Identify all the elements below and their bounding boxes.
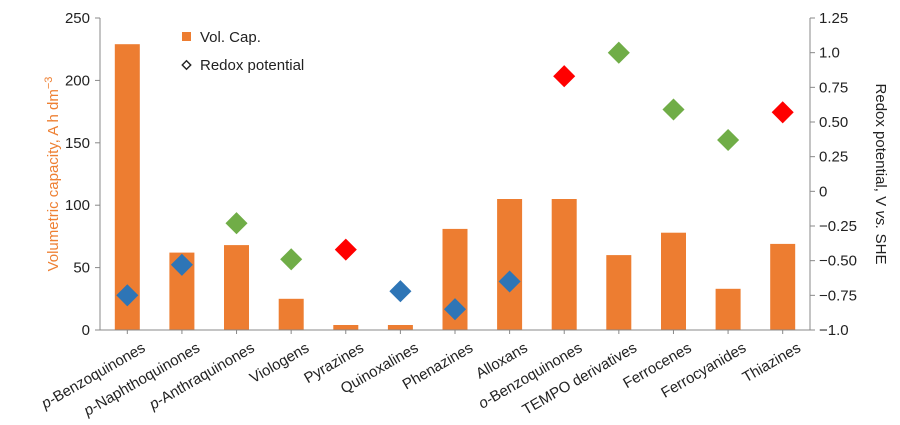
redox-marker-6 [389,280,412,303]
left-tick-label-5: 200 [65,72,90,89]
left-axis-ticks: 0 50 100 150 200 250 [65,10,100,339]
legend-bar-swatch [182,32,191,41]
left-tick-label-2: 50 [73,260,90,277]
bar-10 [606,255,632,330]
redox-marker-4 [280,248,303,271]
right-tick-label-3: −0.50 [819,253,857,270]
right-tick-label-4: −0.25 [819,218,857,235]
left-tick-label-6: 250 [65,10,90,27]
redox-marker-11 [662,98,685,121]
redox-marker-7 [443,298,467,321]
left-tick-label-3: 100 [65,197,90,214]
bar-12 [715,288,741,330]
bar-13 [770,243,796,330]
bar-8 [497,199,523,330]
y-axis-right-label: Redox potential, V vs. SHE [872,84,889,265]
right-tick-label-8: 0.75 [819,79,848,96]
bars-group [114,44,796,330]
category-labels: p-Benzoquinonesp-Naphthoquinonesp-Anthra… [38,330,804,420]
right-axis-ticks: −1.0 −0.75 −0.50 −0.25 0 0.25 0.50 0.75 1.0 1.25 [810,10,857,339]
redox-marker-13 [771,101,794,124]
redox-marker-1 [116,284,139,307]
right-tick-label-7: 0.50 [819,114,848,131]
left-tick-label-4: 150 [65,135,90,152]
redox-marker-10 [607,41,630,64]
category-label-13: Thiazines [740,340,804,387]
redox-marker-2 [170,253,193,276]
right-tick-label-5: 0 [819,183,827,200]
legend-marker-swatch [181,59,192,71]
markers-group [116,41,794,321]
legend-bar-label: Vol. Cap. [200,29,261,46]
bar-4 [278,298,304,330]
bar-3 [224,245,249,330]
bar-1 [114,44,140,330]
bar-9 [551,199,577,330]
right-tick-label-2: −0.75 [819,287,857,304]
legend: Vol. Cap. Redox potential [181,29,304,74]
redox-marker-3 [225,212,248,235]
right-tick-label-6: 0.25 [819,149,848,166]
redox-marker-5 [334,238,357,261]
bar-6 [387,325,413,330]
category-label-4: Viologens [247,340,312,388]
y-axis-left-label: Volumetric capacity, A h dm−3 [43,77,62,272]
right-tick-label-10: 1.25 [819,10,848,27]
bar-5 [333,325,359,330]
redox-marker-12 [717,128,740,152]
right-tick-label-1: −1.0 [819,322,849,339]
left-tick-label-1: 0 [82,322,90,339]
redox-marker-9 [553,65,576,88]
right-tick-label-9: 1.0 [819,45,840,62]
bar-11 [661,232,686,330]
legend-marker-label: Redox potential [200,57,304,74]
